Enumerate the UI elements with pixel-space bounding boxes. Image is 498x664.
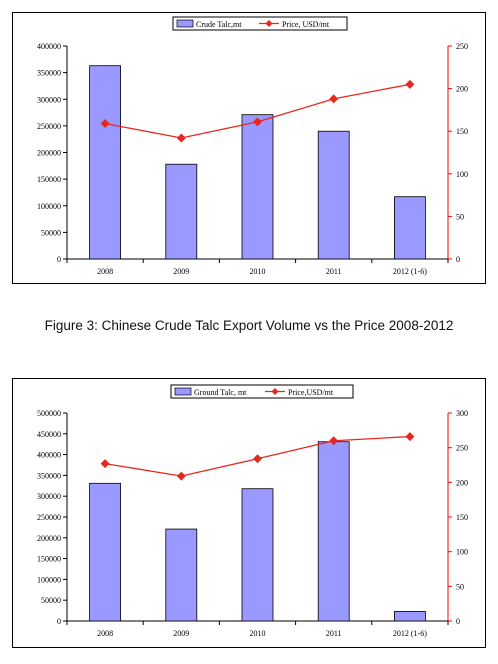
ground-talc-chart-svg: Ground Talc, mt Price,USD/mt 0 50000 100000 1… — [37, 384, 468, 638]
right-tick-label: 250 — [456, 444, 468, 453]
right-tick-label: 0 — [456, 255, 460, 264]
right-tick-label: 200 — [456, 85, 468, 94]
price-point-2009 — [176, 471, 186, 481]
left-tick-label: 350000 — [37, 69, 61, 78]
right-tick-label: 250 — [456, 42, 468, 51]
bar-2012-1-6- — [393, 611, 426, 622]
bar-2012-1-6- — [393, 196, 426, 260]
legend-line-label: Price,USD/mt — [288, 388, 334, 397]
bar-2010 — [241, 488, 274, 622]
bar-2011 — [317, 130, 350, 260]
left-tick-label: 200000 — [37, 149, 61, 158]
legend-line-label: Price, USD/mt — [282, 20, 330, 29]
legend-bar-label: Crude Talc,mt — [196, 20, 242, 29]
price-point-2012-1-6- — [405, 432, 415, 442]
bar-2011 — [317, 441, 350, 622]
legend-line-marker — [265, 20, 273, 27]
x-tick-label: 2011 — [326, 629, 342, 638]
left-tick-label: 0 — [57, 617, 61, 626]
x-tick-label: 2010 — [250, 267, 266, 276]
x-tick-label: 2012 (1-6) — [393, 629, 427, 638]
x-tick-label: 2009 — [173, 267, 189, 276]
x-tick-label: 2011 — [326, 267, 342, 276]
bar-2009 — [165, 528, 198, 622]
legend-bar-swatch — [174, 387, 192, 396]
bar-2008 — [89, 482, 121, 622]
price-point-2008 — [100, 119, 110, 129]
left-tick-label: 450000 — [37, 430, 61, 439]
right-tick-label: 100 — [456, 170, 468, 179]
price-point-2012-1-6- — [405, 79, 415, 89]
price-point-2008 — [100, 459, 110, 469]
left-tick-label: 300000 — [37, 492, 61, 501]
x-tick-label: 2010 — [250, 629, 266, 638]
left-tick-label: 250000 — [37, 513, 61, 522]
left-tick-label: 0 — [57, 255, 61, 264]
right-tick-label: 200 — [456, 478, 468, 487]
right-tick-label: 100 — [456, 548, 468, 557]
legend-box — [170, 384, 354, 399]
x-tick-label: 2012 (1-6) — [393, 267, 427, 276]
bar-2010 — [241, 114, 274, 260]
right-tick-label: 50 — [456, 582, 464, 591]
right-tick-label: 150 — [456, 127, 468, 136]
x-tick-label: 2008 — [97, 629, 113, 638]
crude-talc-chart-svg: Crude Talc,mt Price, USD/mt 0 50000 100000 15… — [37, 16, 468, 276]
legend-bar-swatch — [176, 19, 194, 28]
x-tick-label: 2008 — [97, 267, 113, 276]
right-tick-label: 50 — [456, 212, 464, 221]
left-tick-label: 400000 — [37, 451, 61, 460]
bar-2009 — [165, 163, 198, 260]
left-tick-label: 300000 — [37, 95, 61, 104]
legend-bar-label: Ground Talc, mt — [194, 388, 247, 397]
crude-talc-chart: Crude Talc,mt Price, USD/mt 0 50000 100000 15… — [12, 12, 486, 284]
left-tick-label: 100000 — [37, 202, 61, 211]
right-tick-label: 300 — [456, 409, 468, 418]
left-tick-label: 50000 — [41, 228, 61, 237]
price-point-2009 — [176, 133, 186, 143]
ground-talc-chart: Ground Talc, mt Price,USD/mt 0 50000 100000 1… — [12, 378, 486, 648]
price-point-2011 — [329, 94, 339, 104]
right-tick-label: 150 — [456, 513, 468, 522]
price-point-2010 — [253, 454, 262, 464]
x-tick-label: 2009 — [173, 629, 189, 638]
left-tick-label: 350000 — [37, 471, 61, 480]
bar-2008 — [89, 65, 121, 260]
price-point-2011 — [329, 436, 339, 446]
price-point-2010 — [253, 117, 262, 127]
left-tick-label: 100000 — [37, 575, 61, 584]
right-tick-label: 0 — [456, 617, 460, 626]
left-tick-label: 500000 — [37, 409, 61, 418]
left-tick-label: 50000 — [41, 596, 61, 605]
figure-caption: Figure 3: Chinese Crude Talc Export Volu… — [44, 318, 454, 333]
left-tick-label: 150000 — [37, 175, 61, 184]
left-tick-label: 200000 — [37, 534, 61, 543]
left-tick-label: 400000 — [37, 42, 61, 51]
left-tick-label: 250000 — [37, 122, 61, 131]
legend-line-marker — [271, 388, 279, 395]
left-tick-label: 150000 — [37, 555, 61, 564]
